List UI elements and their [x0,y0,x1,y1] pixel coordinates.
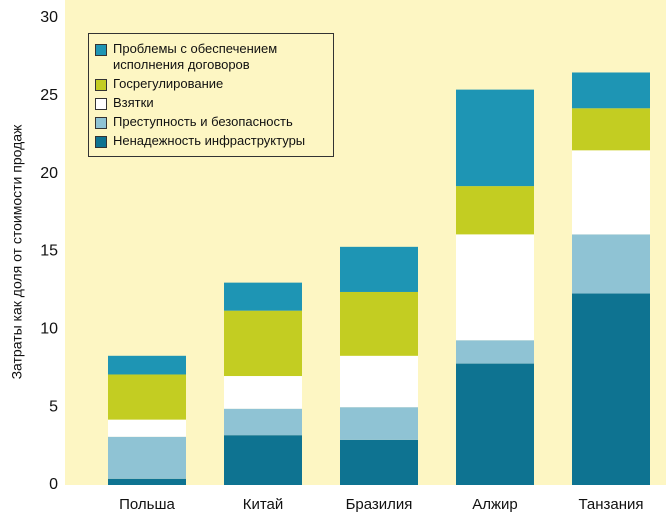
x-tick-label: Танзания [578,496,643,513]
legend-label: Проблемы с обеспечением исполнения догов… [113,41,278,72]
bar-segment [456,340,534,364]
bar-segment [340,355,418,408]
y-tick-label: 20 [40,165,58,182]
legend-item: Ненадежность инфраструктуры [95,133,327,149]
y-tick-label: 25 [40,87,58,104]
bar-segment [572,234,650,294]
bar-segment [572,150,650,235]
bar-segment [456,234,534,341]
legend-swatch [95,44,107,56]
bar-segment [224,310,302,377]
legend-label: Преступность и безопасность [113,114,293,129]
x-tick-label: Алжир [472,496,518,513]
bar-segment [224,376,302,409]
bar-segment [340,246,418,292]
legend-swatch [95,136,107,148]
y-tick-label: 15 [40,243,58,260]
bar-segment [224,282,302,311]
legend-swatch [95,79,107,91]
legend-swatch [95,117,107,129]
legend: Проблемы с обеспечением исполнения догов… [88,33,334,157]
legend-item: Проблемы с обеспечением исполнения догов… [95,41,327,73]
y-tick-label: 0 [49,476,58,493]
bar-segment [340,439,418,485]
bar-segment [456,186,534,235]
bar-segment [572,72,650,109]
x-tick-label: Китай [243,496,284,513]
legend-label: Ненадежность инфраструктуры [113,133,306,148]
y-tick-label: 30 [40,9,58,26]
legend-item: Госрегулирование [95,76,327,92]
bar-segment [108,436,186,479]
bar-segment [108,355,186,375]
bar-segment [224,408,302,436]
bar-segment [340,291,418,356]
bar-segment [572,293,650,485]
x-tick-label: Бразилия [346,496,413,513]
bar-segment [224,435,302,485]
y-tick-label: 10 [40,321,58,338]
y-axis-label: Затраты как доля от стоимости продаж [9,124,25,379]
x-tick-label: Польша [119,496,175,513]
bar-segment [108,478,186,485]
legend-swatch [95,98,107,110]
y-tick-label: 5 [49,398,58,415]
bar-segment [340,407,418,440]
legend-label: Взятки [113,95,154,110]
bar-segment [572,108,650,151]
bar-segment [108,419,186,437]
bar-segment [456,89,534,187]
legend-item: Взятки [95,95,327,111]
bar-segment [108,374,186,420]
legend-item: Преступность и безопасность [95,114,327,130]
bar-segment [456,363,534,485]
legend-label: Госрегулирование [113,76,224,91]
